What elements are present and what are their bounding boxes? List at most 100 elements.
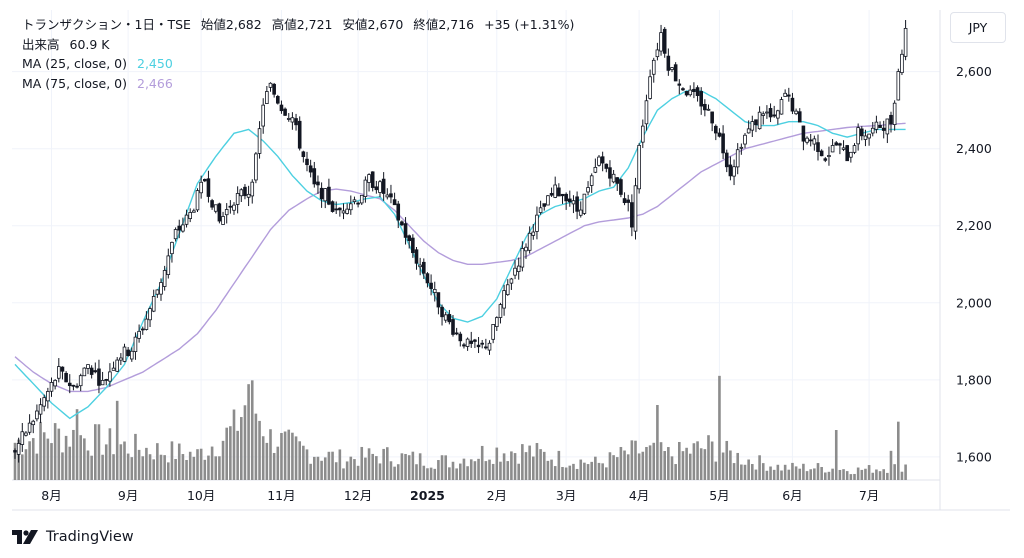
- volume-bar: [612, 455, 615, 480]
- volume-bar: [112, 454, 115, 480]
- candle-body: [286, 118, 291, 120]
- volume-bar: [104, 444, 108, 480]
- volume-bar: [747, 459, 750, 480]
- candle-body: [221, 216, 225, 225]
- candle-body: [494, 317, 499, 327]
- x-tick-label: 2月: [487, 488, 507, 503]
- volume-bar: [542, 451, 546, 480]
- currency-button[interactable]: JPY: [950, 12, 1006, 43]
- volume-bar: [68, 446, 72, 480]
- volume-bar: [167, 462, 170, 480]
- volume-bar: [568, 465, 572, 480]
- volume-bar: [177, 443, 181, 480]
- volume-bar: [805, 471, 809, 480]
- candle-body: [776, 110, 780, 119]
- volume-bar: [221, 440, 225, 480]
- volume-bar: [250, 380, 254, 480]
- volume-bar: [491, 463, 495, 480]
- candle-body: [381, 178, 386, 194]
- time-axis[interactable]: 8月 9月 10月 11月 12月 2025 2月 3月 4月 5月 6月 7月: [41, 488, 879, 503]
- open-value: 2,682: [225, 17, 262, 32]
- candle-body: [228, 205, 233, 208]
- volume-bar: [79, 435, 82, 480]
- close-label: 終値: [413, 17, 439, 32]
- candle-body: [279, 104, 284, 112]
- candle-body: [757, 111, 762, 130]
- candle-body: [367, 174, 371, 183]
- candle-body: [268, 82, 273, 88]
- candle-body: [816, 142, 820, 152]
- volume-bar: [645, 446, 648, 480]
- volume-bar: [94, 424, 97, 480]
- candle-body: [82, 367, 87, 377]
- candle-body: [808, 139, 813, 142]
- candle-body: [202, 179, 207, 182]
- volume-bar: [824, 472, 827, 480]
- ma75-legend-row[interactable]: MA (75, close, 0) 2,466: [22, 74, 574, 94]
- x-tick-label: 2025: [410, 488, 445, 503]
- candle-body: [845, 145, 849, 162]
- volume-bar: [240, 417, 243, 480]
- x-tick-label: 12月: [344, 488, 372, 503]
- volume-bar: [608, 452, 612, 480]
- volume-bar: [97, 424, 101, 480]
- candle-body: [265, 91, 269, 104]
- candle-body: [699, 91, 703, 107]
- volume-bar: [652, 442, 656, 480]
- candle-body: [568, 198, 572, 203]
- volume-bar: [188, 451, 192, 480]
- candle-body: [728, 164, 733, 177]
- candle-body: [385, 194, 390, 198]
- volume-bar: [615, 457, 619, 480]
- volume-bar: [170, 441, 174, 480]
- volume-bar: [444, 455, 447, 480]
- gridlines: [12, 10, 940, 480]
- candle-body: [513, 267, 517, 276]
- candle-body: [849, 151, 853, 158]
- volume-bar: [776, 464, 780, 480]
- volume-bar: [484, 461, 488, 480]
- ma25-legend-row[interactable]: MA (25, close, 0) 2,450: [22, 54, 574, 74]
- candle-body: [662, 28, 667, 54]
- candle-body: [195, 190, 200, 211]
- volume-bar: [619, 446, 623, 480]
- volume-bar: [732, 463, 736, 480]
- volume-bar: [196, 449, 199, 480]
- candlesticks[interactable]: [13, 20, 908, 463]
- candle-body: [527, 232, 532, 251]
- tradingview-brand[interactable]: TradingView: [12, 527, 134, 547]
- volume-bar: [594, 456, 597, 480]
- volume-bar: [897, 421, 900, 480]
- volume-bar: [280, 432, 283, 480]
- volume-bar: [834, 430, 838, 480]
- candle-body: [159, 282, 163, 295]
- symbol-title[interactable]: トランザクション・1日・TSE: [22, 17, 191, 32]
- candle-body: [111, 367, 116, 371]
- volume-bar: [882, 469, 885, 480]
- volume-bar: [845, 471, 849, 480]
- volume-bar: [382, 448, 385, 480]
- candle-body: [885, 118, 890, 135]
- candle-body: [549, 193, 554, 196]
- chart-pane[interactable]: [12, 10, 934, 480]
- volume-bar: [415, 464, 418, 480]
- candle-body: [334, 208, 338, 211]
- candle-body: [597, 156, 601, 166]
- volume-bar: [736, 452, 739, 480]
- volume-bar: [791, 462, 794, 480]
- candle-body: [717, 132, 722, 137]
- candle-body: [60, 366, 65, 372]
- ma75-value: 2,466: [137, 75, 173, 91]
- candle-body: [213, 204, 218, 212]
- volume-bar: [546, 460, 550, 480]
- candle-body: [542, 203, 547, 207]
- volume-bar: [740, 464, 743, 480]
- volume-bar: [535, 443, 539, 480]
- volume-bar: [243, 405, 247, 480]
- price-axis[interactable]: 1,600 1,800 2,000 2,200 2,400 2,600: [956, 64, 992, 464]
- candle-body: [305, 158, 309, 166]
- volume-bar: [327, 451, 331, 480]
- high-label: 高値: [271, 17, 297, 32]
- volume-bar: [294, 436, 298, 480]
